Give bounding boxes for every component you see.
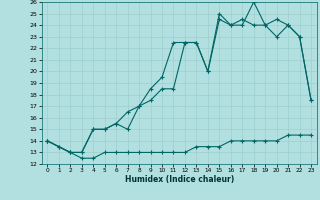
X-axis label: Humidex (Indice chaleur): Humidex (Indice chaleur) <box>124 175 234 184</box>
